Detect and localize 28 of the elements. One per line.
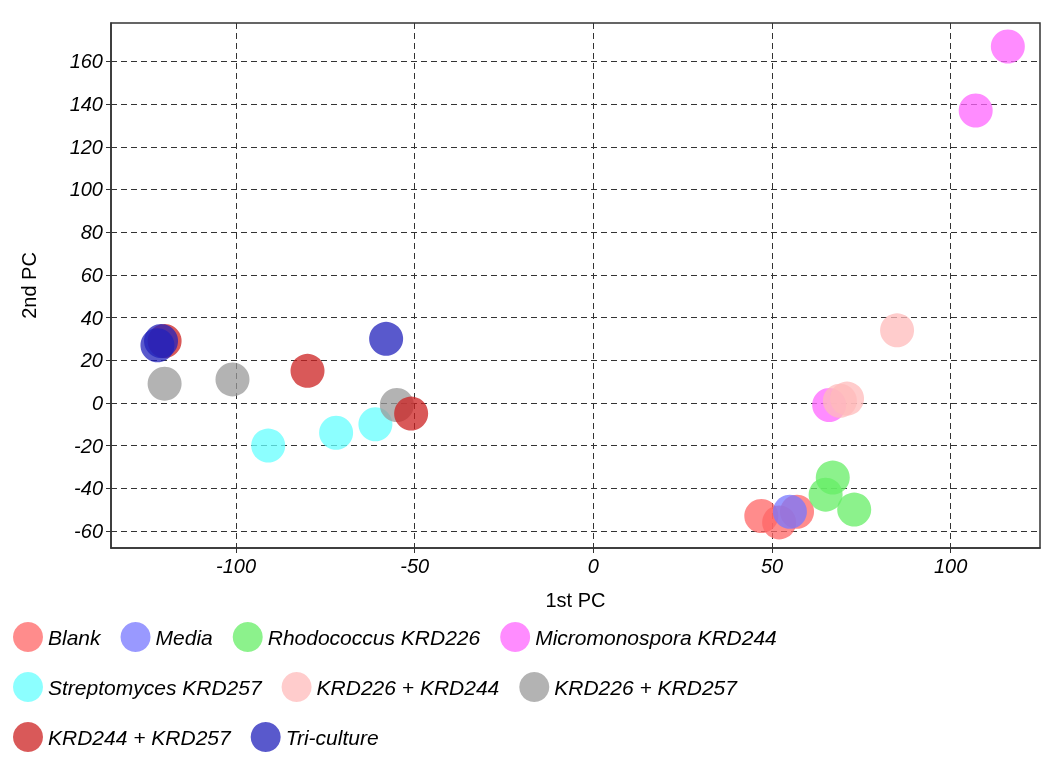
y-tick-label: 60 xyxy=(80,263,103,286)
legend-label: Micromonospora KRD244 xyxy=(535,625,777,649)
y-tick-label: 40 xyxy=(80,306,103,329)
y-tick-label: 140 xyxy=(69,93,103,116)
legend-label: KRD226 + KRD244 xyxy=(316,675,500,699)
legend-label: Streptomyces KRD257 xyxy=(48,675,263,699)
x-tick-label: -100 xyxy=(216,555,257,577)
legend-label: Tri-culture xyxy=(285,725,379,749)
y-tick-label: 120 xyxy=(69,135,103,158)
x-tick-label: 0 xyxy=(587,555,599,577)
y-tick-label: 20 xyxy=(79,349,103,372)
y-tick-label: -20 xyxy=(74,434,103,457)
x-tick-label: 100 xyxy=(933,555,968,577)
x-axis-title: 1st PC xyxy=(545,589,606,611)
legend-label: Blank xyxy=(48,625,103,649)
y-tick-label: -40 xyxy=(74,477,103,500)
y-axis-title: 2nd PC xyxy=(18,252,40,319)
legend-label: KRD226 + KRD257 xyxy=(554,675,739,699)
y-tick-label: 160 xyxy=(69,50,103,73)
y-tick-label: 0 xyxy=(91,391,103,414)
y-tick-label: 100 xyxy=(69,178,103,201)
y-tick-label: 80 xyxy=(80,221,103,244)
legend-label: KRD244 + KRD257 xyxy=(48,725,232,749)
x-tick-label: -50 xyxy=(400,555,430,577)
legend-label: Media xyxy=(155,625,213,649)
y-tick-label: -60 xyxy=(74,519,103,542)
legend-label: Rhodococcus KRD226 xyxy=(267,625,481,649)
x-tick-label: 50 xyxy=(760,555,784,577)
